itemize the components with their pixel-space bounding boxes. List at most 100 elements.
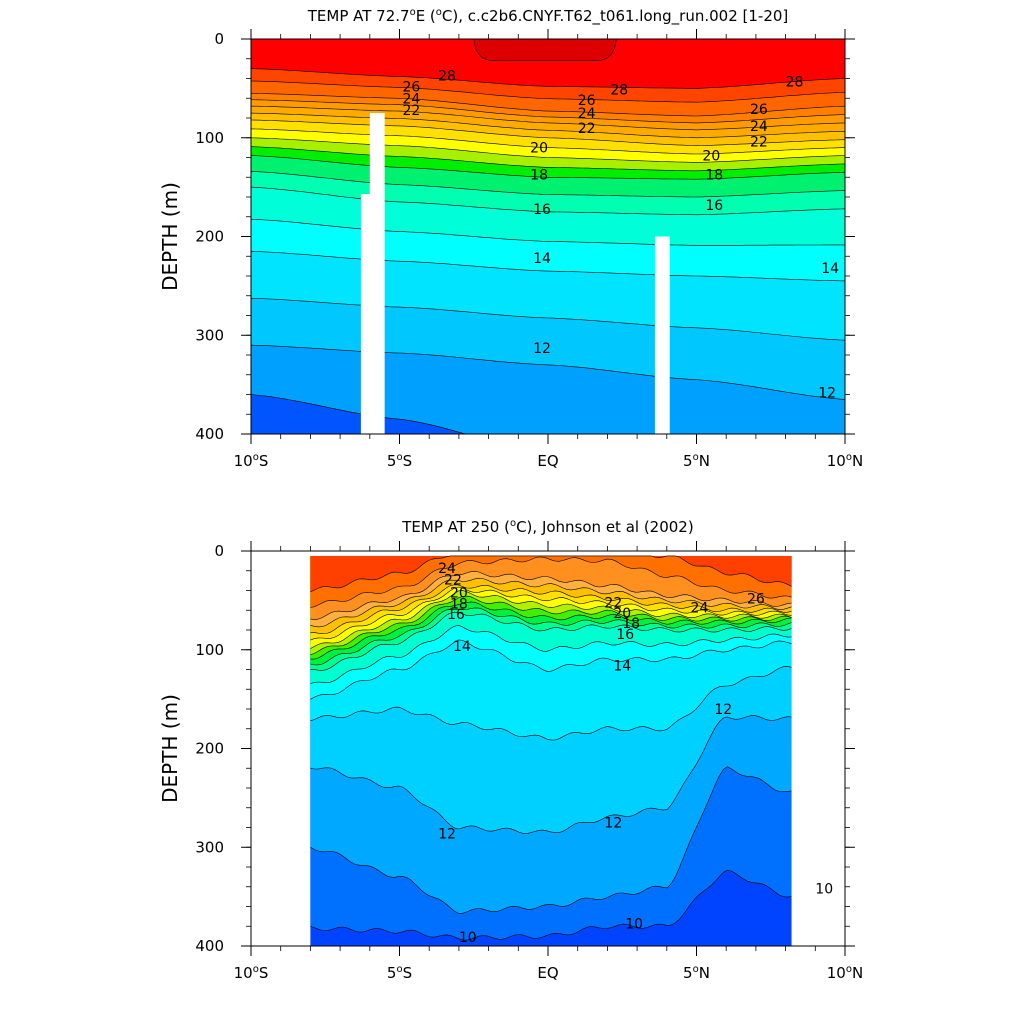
contour-label-text: 12 — [533, 341, 551, 357]
contour-label: 26 — [747, 591, 765, 607]
contour-line-23 — [251, 112, 845, 139]
contour-label: 28 — [610, 82, 628, 98]
contour-label: 24 — [691, 600, 709, 616]
contour-label: 22 — [750, 135, 768, 151]
contour-line-11 — [310, 766, 792, 914]
x-tick-label: 10oN — [827, 964, 863, 982]
y-tick-label: 100 — [195, 129, 224, 147]
contour-label-text: 14 — [613, 659, 631, 675]
contour-label-text: 22 — [402, 103, 420, 119]
y-axis-label: DEPTH (m) — [158, 182, 182, 291]
x-tick-label: 5oN — [683, 452, 710, 470]
x-tick-label: 5oS — [387, 964, 412, 982]
contour-label: 22 — [604, 595, 622, 611]
mask-0 — [360, 194, 385, 434]
y-tick-label: 400 — [195, 425, 224, 443]
contour-label-text: 24 — [691, 600, 709, 616]
contour-label-text: 22 — [750, 135, 768, 151]
y-tick-label: 200 — [195, 740, 224, 758]
contour-label: 24 — [578, 106, 596, 122]
contour-label: 20 — [450, 585, 468, 601]
contour-label-text: 10 — [459, 930, 477, 946]
contour-line-18 — [310, 601, 792, 660]
y-tick-label: 300 — [195, 326, 224, 344]
contour-label-text: 24 — [438, 561, 456, 577]
chart-title: TEMP AT 72.7oE (oC), c.c2b6.CNYF.T62_t06… — [307, 7, 789, 26]
contour-label: 18 — [530, 167, 548, 183]
contour-label-text: 22 — [578, 121, 596, 137]
contour-line-15 — [310, 624, 792, 684]
contour-label-text: 10 — [815, 882, 833, 898]
contour-label: 10 — [625, 916, 643, 932]
contour-label-text: 16 — [447, 607, 465, 623]
contour-line-26 — [310, 555, 792, 593]
contour-label-text: 20 — [450, 585, 468, 601]
contour-label: 20 — [613, 606, 631, 622]
contour-label: 28 — [786, 74, 804, 90]
contour-label: 24 — [438, 561, 456, 577]
contour-line-21 — [310, 586, 792, 641]
contour-line-12 — [251, 344, 845, 400]
x-tick-label: 5oS — [387, 452, 412, 470]
contour-label: 26 — [750, 102, 768, 118]
contour-line-13 — [251, 297, 845, 341]
contour-line-14 — [310, 639, 792, 700]
contour-line-24 — [251, 105, 845, 131]
contour-line-11 — [251, 394, 845, 434]
contour-label-text: 22 — [604, 595, 622, 611]
contour-label-text: 12 — [604, 816, 622, 832]
contour-line-23 — [310, 577, 792, 628]
contour-line-19 — [310, 595, 792, 656]
contour-label-text: 14 — [533, 251, 551, 267]
contour-line-27 — [251, 80, 845, 103]
y-tick-label: 200 — [195, 228, 224, 246]
contour-label: 28 — [438, 69, 456, 85]
contour-label: 26 — [578, 93, 596, 109]
x-tick-label: 10oS — [234, 964, 269, 982]
y-tick-label: 0 — [214, 542, 224, 560]
contour-label-text: 18 — [705, 167, 723, 183]
y-tick-label: 0 — [214, 30, 224, 48]
contour-line-22 — [310, 584, 792, 635]
contour-label: 24 — [750, 119, 768, 135]
contour-label: 24 — [402, 91, 420, 107]
contour-label: 14 — [613, 659, 631, 675]
x-tick-label: 10oS — [234, 452, 269, 470]
contour-label-text: 20 — [702, 149, 720, 165]
y-tick-label: 100 — [195, 641, 224, 659]
contour-label: 12 — [818, 386, 836, 402]
contour-label-text: 26 — [578, 93, 596, 109]
contour-line-10 — [310, 869, 792, 941]
contour-label-text: 16 — [705, 198, 723, 214]
contour-label: 16 — [447, 607, 465, 623]
contour-band-26 — [310, 555, 792, 592]
contour-band-25 — [310, 555, 792, 608]
contour-label-text: 20 — [530, 141, 548, 157]
y-axis-label: DEPTH (m) — [158, 694, 182, 803]
contour-band-28 — [251, 39, 845, 89]
contour-label: 12 — [714, 702, 732, 718]
contour-label: 14 — [821, 261, 839, 277]
contour-line-16 — [310, 611, 792, 671]
contour-label: 18 — [622, 616, 640, 632]
contour-label-text: 26 — [750, 102, 768, 118]
mask-1 — [369, 113, 385, 195]
contour-label-text: 20 — [613, 606, 631, 622]
contour-label: 22 — [444, 573, 462, 589]
contour-label-text: 26 — [747, 591, 765, 607]
contour-label-text: 14 — [453, 639, 471, 655]
contour-label-text: 14 — [821, 261, 839, 277]
contour-label: 18 — [705, 167, 723, 183]
contour-label-text: 24 — [578, 106, 596, 122]
contour-label: 22 — [402, 103, 420, 119]
contour-label-text: 12 — [714, 702, 732, 718]
contour-line-26 — [251, 93, 845, 117]
contour-line-25 — [310, 556, 792, 608]
contour-label-text: 10 — [625, 916, 643, 932]
contour-label-text: 12 — [438, 826, 456, 842]
panel-bottom: 2422201816142220181614242612121210101010… — [158, 518, 863, 982]
